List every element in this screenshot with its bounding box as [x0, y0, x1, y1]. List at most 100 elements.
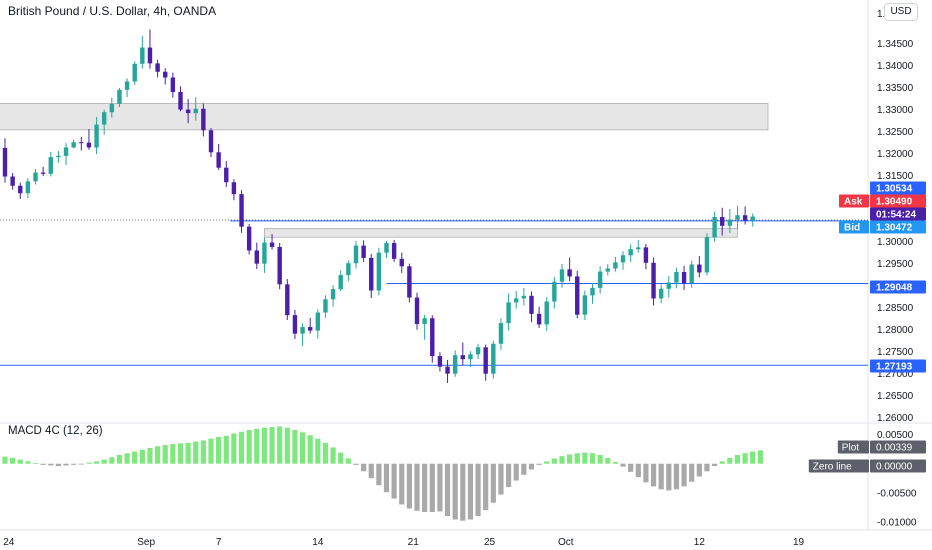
supply-zone	[0, 103, 769, 131]
candle-body	[193, 108, 198, 114]
macd-bar	[528, 463, 535, 470]
candle-body	[124, 81, 130, 90]
candle-body	[567, 269, 572, 277]
macd-bar	[544, 461, 550, 464]
candle-body	[330, 289, 336, 300]
candle-body	[132, 63, 137, 82]
candle-body	[720, 217, 725, 226]
candle-body	[544, 301, 549, 325]
candle-body	[674, 272, 679, 283]
macd-bar	[193, 441, 199, 464]
macd-bar	[406, 463, 412, 509]
candle-body	[239, 194, 244, 227]
time-tick-label: Sep	[137, 537, 155, 548]
macd-bar	[361, 463, 367, 472]
macd-bar	[345, 458, 351, 464]
macd-bar	[475, 463, 481, 517]
currency-button[interactable]: USD	[884, 3, 918, 21]
macd-bar	[25, 461, 31, 464]
candle-body	[704, 237, 710, 273]
macd-bar	[162, 445, 168, 464]
macd-bar	[643, 463, 649, 483]
macd-bar	[711, 463, 718, 467]
macd-bar	[635, 463, 641, 478]
macd-bar	[17, 459, 23, 464]
candle-body	[414, 297, 420, 324]
candle-body	[10, 176, 15, 186]
macd-bar	[155, 446, 161, 464]
macd-bar	[101, 459, 107, 464]
macd-bar	[574, 453, 580, 464]
time-tick-label: 24	[3, 537, 15, 548]
macd-bar	[284, 427, 290, 464]
candle-body	[514, 298, 519, 303]
price-tick-label: 1.34000	[877, 61, 914, 72]
candle-body	[109, 103, 115, 113]
price-label-countdown	[870, 207, 926, 221]
candle-body	[590, 287, 595, 296]
candle-body	[597, 271, 603, 288]
macd-bar	[399, 463, 405, 505]
candle-body	[277, 246, 282, 285]
candle-body	[292, 315, 298, 334]
macd-bar	[605, 457, 611, 464]
macd-bar	[490, 463, 496, 503]
macd-bar	[460, 463, 466, 521]
macd-label-plot	[870, 440, 926, 454]
macd-bar	[666, 463, 672, 491]
macd-bar	[719, 461, 725, 464]
candle-body	[147, 47, 153, 64]
price-label-text-level-c: 1.27193	[876, 362, 913, 373]
candle-body	[529, 295, 534, 314]
candle-body	[506, 302, 511, 324]
candle-body	[643, 247, 649, 263]
macd-bar	[315, 438, 321, 464]
macd-bar	[254, 428, 260, 464]
candle-body	[681, 272, 687, 284]
macd-tick-label: 0.00500	[877, 430, 914, 441]
time-tick-label: 7	[216, 537, 222, 548]
price-tick-label: 1.32000	[877, 149, 914, 160]
candle-body	[79, 142, 84, 144]
price-tag-bid	[839, 220, 869, 234]
macd-bar	[71, 463, 77, 465]
candle-body	[460, 355, 465, 360]
macd-bar	[246, 429, 252, 464]
macd-bar	[216, 436, 222, 464]
macd-bar	[32, 463, 39, 464]
macd-bar	[422, 463, 428, 512]
macd-bar	[269, 427, 275, 464]
candle-body	[40, 172, 46, 174]
candle-body	[475, 347, 481, 355]
candle-body	[575, 276, 580, 315]
macd-tag-text-zero-line: Zero line	[813, 462, 852, 473]
macd-bar	[63, 463, 69, 466]
candle-body	[628, 249, 633, 256]
candle-body	[742, 215, 748, 221]
candle-body	[620, 255, 626, 263]
candle-body	[338, 275, 343, 290]
candle-body	[376, 252, 382, 291]
macd-bar	[429, 463, 435, 512]
macd-bar	[322, 442, 329, 464]
candle-body	[246, 226, 252, 251]
macd-bar	[681, 463, 687, 487]
time-tick-label: 12	[694, 537, 706, 548]
macd-bar	[551, 458, 557, 464]
candle-body	[399, 258, 404, 267]
candle-body	[521, 295, 527, 299]
macd-bar	[338, 452, 344, 464]
candle-body	[658, 288, 664, 299]
macd-bar	[650, 463, 657, 487]
macd-bar	[452, 463, 458, 520]
price-label-resistance-a	[870, 181, 926, 195]
macd-label-text-plot: 0.00339	[876, 443, 913, 454]
macd-bar	[223, 435, 229, 464]
candle-body	[712, 217, 717, 238]
macd-bar	[200, 440, 206, 464]
macd-bar	[521, 463, 527, 475]
price-label-text-level-b: 1.29048	[876, 283, 913, 294]
candle-body	[430, 318, 435, 357]
price-tick-label: 1.33000	[877, 105, 914, 116]
